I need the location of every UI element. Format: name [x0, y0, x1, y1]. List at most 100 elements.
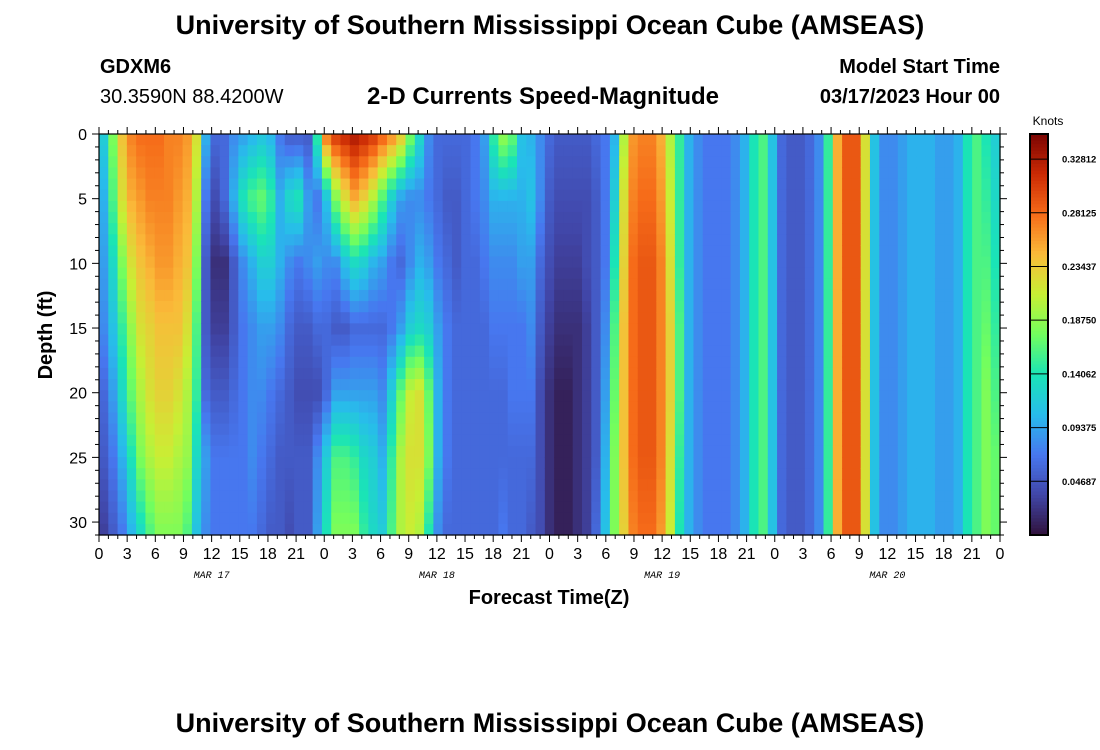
heatmap-cell — [554, 167, 565, 180]
heatmap-cell — [266, 301, 277, 313]
colorbar-segment — [1030, 511, 1048, 516]
heatmap-cell — [99, 134, 109, 146]
heatmap-cell — [990, 523, 1001, 536]
heatmap-cell — [712, 490, 722, 503]
heatmap-cell — [972, 178, 983, 191]
heatmap-cell — [758, 434, 769, 447]
heatmap-cell — [99, 178, 109, 191]
x-tick-label: 12 — [653, 546, 671, 563]
heatmap-cell — [777, 245, 787, 258]
heatmap-cell — [934, 267, 945, 280]
heatmap-cell — [331, 457, 342, 469]
heatmap-cell — [777, 379, 787, 391]
heatmap-cell — [916, 167, 927, 180]
heatmap-cell — [396, 134, 407, 146]
heatmap-cell — [702, 267, 713, 280]
heatmap-cell — [526, 256, 537, 269]
heatmap-cell — [934, 334, 945, 347]
heatmap-cell — [786, 457, 797, 469]
heatmap-cells — [99, 134, 1001, 536]
heatmap-cell — [962, 156, 973, 169]
heatmap-cell — [126, 401, 137, 414]
heatmap-cell — [888, 367, 899, 380]
heatmap-cell — [164, 312, 174, 324]
heatmap-cell — [925, 434, 936, 447]
heatmap-cell — [869, 289, 880, 302]
x-tick-label: 6 — [827, 546, 836, 563]
heatmap-cell — [739, 289, 750, 302]
heatmap-cell — [916, 512, 927, 525]
heatmap-cell — [256, 289, 267, 302]
heatmap-cell — [414, 189, 425, 202]
heatmap-cell — [154, 468, 165, 480]
heatmap-cell — [777, 457, 787, 469]
heatmap-cell — [424, 189, 434, 202]
colorbar-segment — [1030, 494, 1048, 499]
heatmap-cell — [572, 301, 583, 313]
heatmap-cell — [108, 145, 119, 157]
heatmap-cell — [294, 367, 304, 380]
heatmap-cell — [786, 323, 797, 336]
heatmap-cell — [154, 256, 165, 269]
heatmap-cell — [331, 178, 342, 191]
heatmap-cell — [739, 379, 750, 391]
heatmap-cell — [526, 457, 537, 469]
heatmap-cell — [414, 490, 425, 503]
colorbar-frame — [1029, 133, 1049, 536]
heatmap-cell — [340, 289, 351, 302]
heatmap-cell — [879, 256, 890, 269]
heatmap-cell — [730, 445, 741, 458]
heatmap-cell — [191, 312, 202, 324]
colorbar-segment — [1030, 528, 1048, 533]
colorbar-segment — [1030, 461, 1048, 466]
heatmap-cell — [303, 178, 314, 191]
heatmap-cell — [405, 512, 416, 525]
heatmap-cell — [479, 468, 490, 480]
heatmap-cell — [879, 501, 890, 514]
heatmap-cell — [368, 345, 379, 358]
heatmap-cell — [507, 134, 518, 146]
heatmap-cell — [693, 178, 704, 191]
heatmap-cell — [266, 457, 277, 469]
heatmap-cell — [674, 323, 685, 336]
heatmap-cell — [117, 479, 128, 492]
heatmap-cell — [516, 323, 527, 336]
heatmap-cell — [925, 312, 936, 324]
heatmap-cell — [368, 356, 379, 369]
heatmap-cell — [572, 367, 583, 380]
heatmap-cell — [860, 468, 871, 480]
heatmap-cell — [554, 468, 565, 480]
heatmap-cell — [191, 379, 202, 391]
heatmap-cell — [572, 200, 583, 213]
heatmap-cell — [229, 223, 239, 235]
heatmap-cell — [321, 367, 332, 380]
heatmap-cell — [721, 178, 732, 191]
heatmap-cell — [897, 189, 908, 202]
heatmap-cell — [665, 278, 676, 291]
heatmap-cell — [275, 345, 286, 358]
heatmap-cell — [377, 211, 388, 224]
heatmap-cell — [321, 178, 332, 191]
heatmap-cell — [619, 412, 630, 425]
heatmap-cell — [470, 211, 481, 224]
heatmap-cell — [795, 278, 806, 291]
heatmap-cell — [294, 223, 304, 235]
heatmap-cell — [359, 200, 369, 213]
heatmap-cell — [665, 379, 676, 391]
heatmap-cell — [953, 301, 964, 313]
heatmap-cell — [916, 468, 927, 480]
heatmap-cell — [647, 379, 657, 391]
heatmap-cell — [804, 379, 815, 391]
heatmap-cell — [647, 289, 657, 302]
heatmap-cell — [312, 390, 323, 402]
heatmap-cell — [516, 189, 527, 202]
heatmap-cell — [981, 445, 992, 458]
heatmap-cell — [479, 234, 490, 246]
colorbar-segment — [1030, 478, 1048, 483]
heatmap-cell — [229, 334, 239, 347]
heatmap-cell — [312, 445, 323, 458]
heatmap-cell — [712, 211, 722, 224]
heatmap-cell — [582, 390, 592, 402]
heatmap-cell — [907, 234, 917, 246]
heatmap-cell — [591, 223, 602, 235]
